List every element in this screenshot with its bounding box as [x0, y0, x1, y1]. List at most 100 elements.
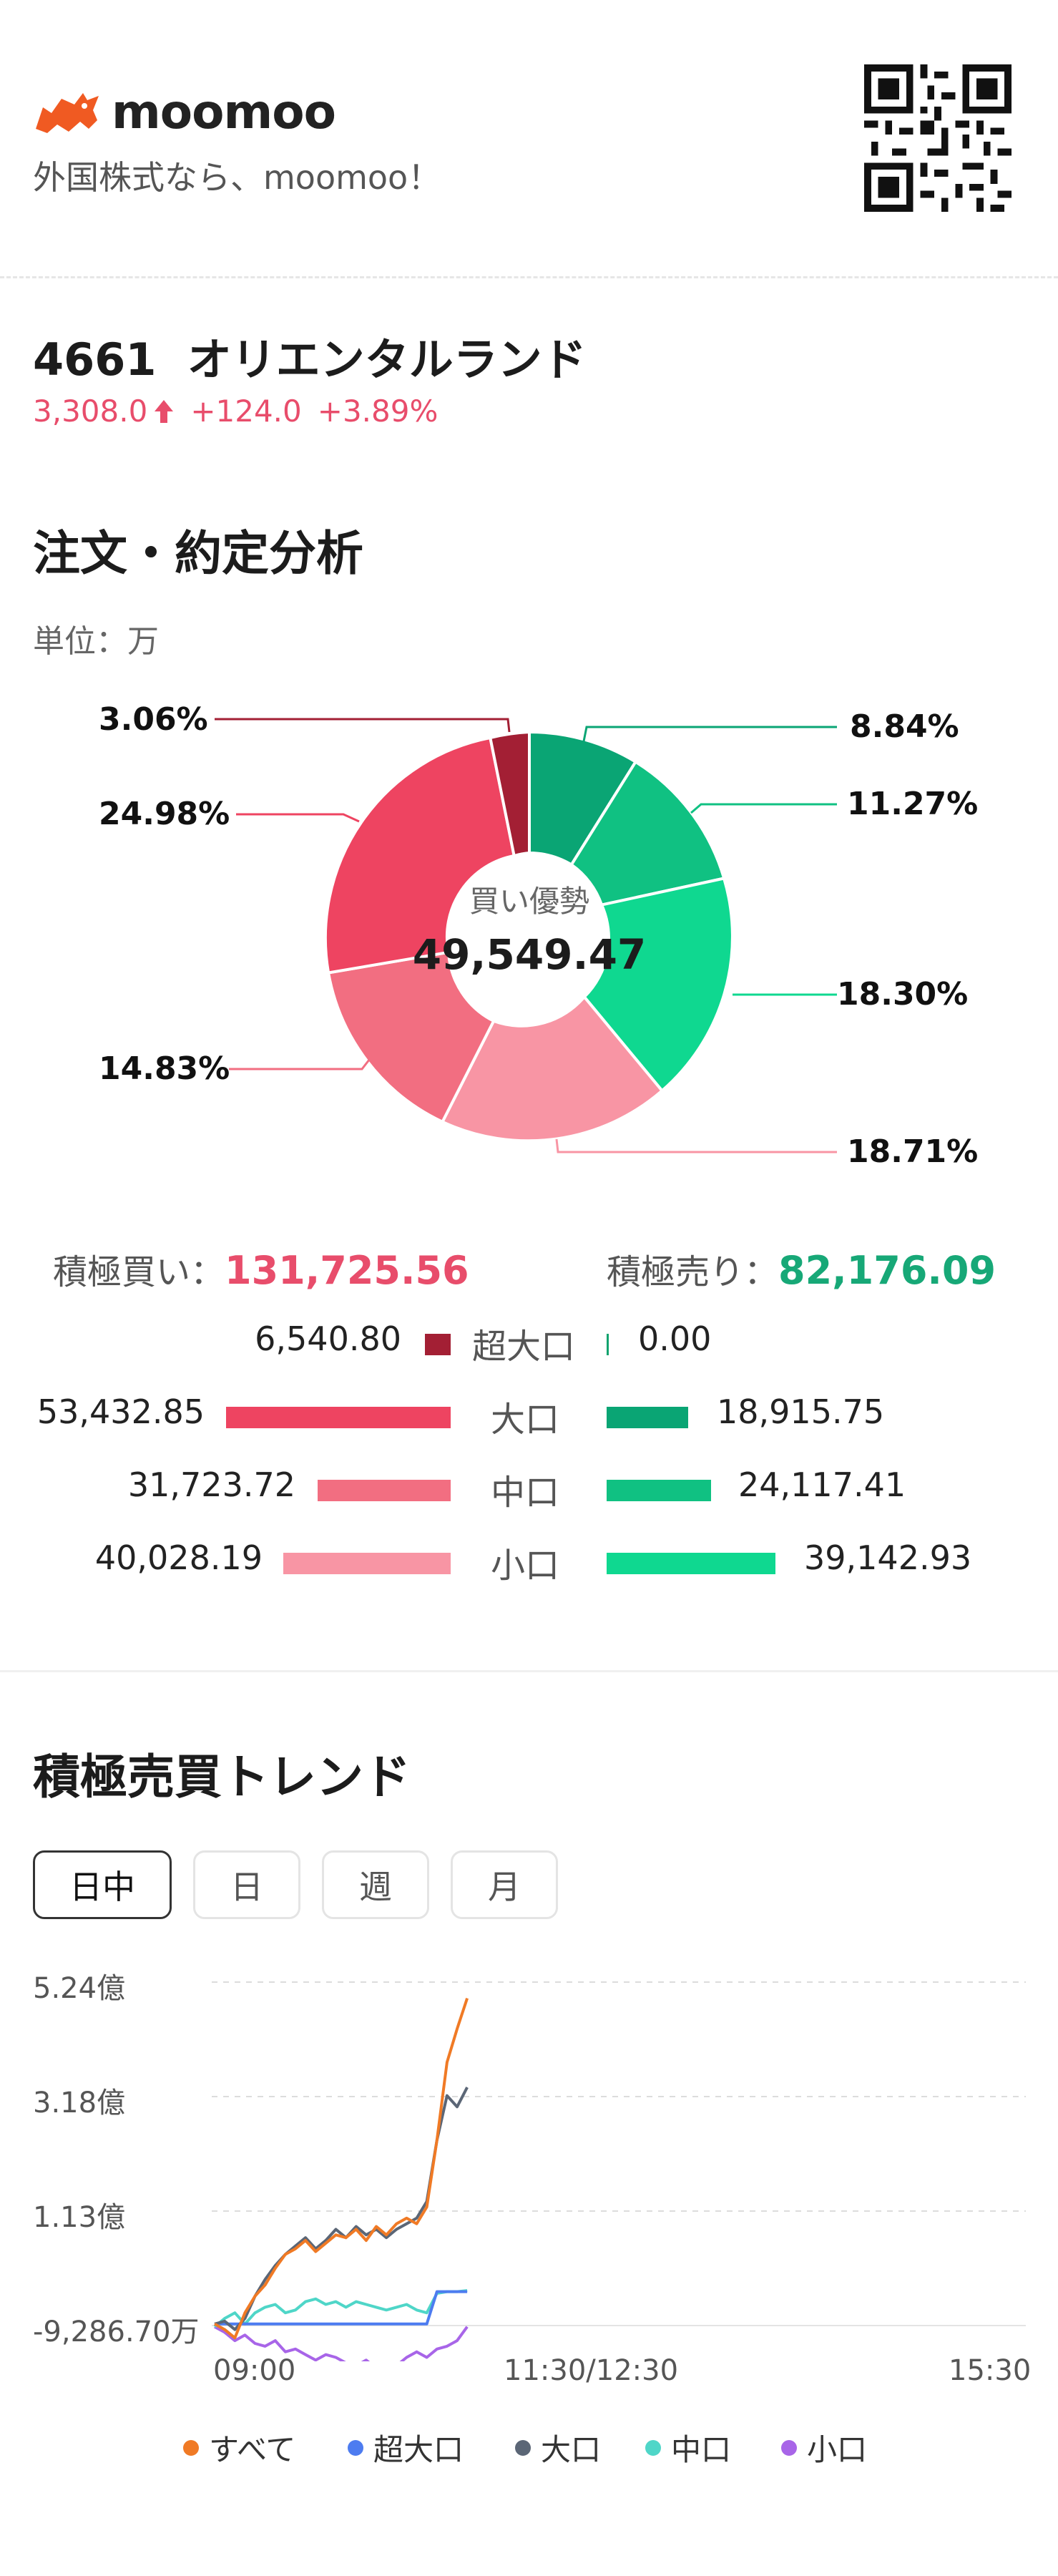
- buy-value: 53,432.85: [36, 1392, 205, 1431]
- tab-day[interactable]: 日: [193, 1850, 300, 1919]
- buy-value: 40,028.19: [94, 1538, 263, 1577]
- stock-name: オリエンタルランド: [187, 333, 587, 386]
- trend-chart: [212, 1981, 1026, 2361]
- donut-label-sell-large: 8.84%: [850, 708, 959, 745]
- legend-dot: [348, 2439, 363, 2456]
- stock-change: +124.0: [190, 394, 302, 429]
- buy-value: 31,723.72: [127, 1465, 295, 1504]
- donut-label-buy-medium: 14.83%: [99, 1050, 230, 1087]
- category-label: 超大口: [472, 1327, 576, 1367]
- trend-title: 積極売買トレンド: [33, 1750, 411, 1805]
- sell-total-label: 積極売り：: [607, 1252, 779, 1292]
- sell-value: 0.00: [638, 1319, 712, 1358]
- buy-bar: [283, 1553, 451, 1574]
- donut-segment-sell-large: [528, 730, 638, 867]
- tab-week[interactable]: 週: [322, 1850, 429, 1919]
- legend-label: 大口: [541, 2432, 602, 2467]
- leader-line-sell-medium: [690, 803, 837, 814]
- sell-value: 24,117.41: [738, 1465, 906, 1504]
- bull-logo-icon: [36, 92, 99, 133]
- donut-chart: [215, 718, 837, 1153]
- stock-quote: 3,308.0 +124.0 +3.89%: [33, 394, 438, 429]
- x-tick-label: 15:30: [949, 2354, 1032, 2387]
- donut-label-buy-large: 24.98%: [99, 796, 230, 832]
- category-label: 小口: [491, 1546, 560, 1586]
- series-line-large: [214, 2087, 469, 2331]
- breakdown-row-medium: 31,723.72 中口 24,117.41: [0, 1460, 1058, 1517]
- leader-line-sell-large: [582, 726, 837, 742]
- sell-total-value: 82,176.09: [778, 1248, 996, 1293]
- legend-label: 超大口: [373, 2432, 464, 2467]
- donut-segment-buy-medium: [326, 950, 496, 1124]
- breakdown-row-small: 40,028.19 小口 39,142.93: [0, 1533, 1058, 1590]
- section-divider: [0, 1670, 1058, 1672]
- donut-label-buy-small: 18.71%: [847, 1133, 979, 1170]
- leader-line-buy-medium: [229, 1055, 373, 1070]
- leader-line-buy-small: [555, 1138, 837, 1153]
- y-tick-label: 3.18億: [33, 2087, 126, 2119]
- sell-bar: [607, 1407, 688, 1428]
- legend-item-all: すべて: [183, 2426, 295, 2469]
- sell-bar: [607, 1480, 711, 1501]
- buy-bar: [226, 1407, 451, 1428]
- donut-label-buy-super: 3.06%: [99, 701, 208, 738]
- donut-center-label: 買い優勢: [469, 884, 589, 919]
- x-tick-label: 11:30/12:30: [504, 2354, 679, 2387]
- legend-dot: [183, 2439, 199, 2456]
- buy-value: 6,540.80: [255, 1319, 401, 1358]
- tab-month[interactable]: 月: [451, 1850, 558, 1919]
- series-line-all: [214, 1997, 469, 2340]
- legend-label: 小口: [807, 2432, 868, 2467]
- series-line-medium: [213, 2289, 468, 2328]
- sell-value: 39,142.93: [804, 1538, 972, 1577]
- buy-bar: [425, 1334, 451, 1355]
- donut-segment-sell-medium: [569, 759, 726, 907]
- brand-logo: moomoo: [33, 84, 336, 140]
- buy-total-label: 積極買い：: [53, 1252, 225, 1292]
- stock-price: 3,308.0: [33, 394, 148, 429]
- donut-segment-buy-super: [488, 730, 531, 858]
- up-arrow-icon: [155, 399, 174, 423]
- analysis-title: 注文・約定分析: [33, 526, 363, 581]
- tagline: 外国株式なら、moomoo！: [33, 158, 441, 197]
- donut-label-sell-small: 18.30%: [837, 976, 969, 1013]
- series-line-small: [214, 2325, 469, 2361]
- donut-center-value: 49,549.47: [412, 930, 647, 979]
- legend-label: 中口: [671, 2432, 732, 2467]
- legend-dot: [645, 2439, 661, 2456]
- legend-dot: [781, 2439, 797, 2456]
- x-tick-label: 09:00: [213, 2354, 296, 2387]
- sell-value: 18,915.75: [717, 1392, 885, 1431]
- breakdown-row-large: 53,432.85 大口 18,915.75: [0, 1387, 1058, 1444]
- stock-change-pct: +3.89%: [317, 394, 439, 429]
- leader-line-buy-large: [236, 813, 360, 823]
- brand-name: moomoo: [112, 84, 336, 140]
- legend-item-medium: 中口: [645, 2426, 731, 2469]
- unit-label: 単位：万: [33, 623, 159, 660]
- donut-segment-buy-large: [323, 736, 516, 975]
- legend-item-super: 超大口: [348, 2426, 464, 2469]
- stock-title: 4661 オリエンタルランド: [33, 323, 587, 388]
- sell-bar: [607, 1334, 609, 1355]
- buy-total: 積極買い： 131,725.56: [53, 1244, 469, 1294]
- sell-bar: [607, 1553, 775, 1574]
- sell-total: 積極売り： 82,176.09: [607, 1244, 996, 1294]
- legend-label: すべて: [209, 2432, 296, 2467]
- donut-segment-buy-small: [440, 995, 665, 1143]
- tab-intraday[interactable]: 日中: [33, 1850, 172, 1919]
- legend-dot: [515, 2439, 531, 2456]
- y-tick-label: -9,286.70万: [33, 2316, 200, 2348]
- buy-total-value: 131,725.56: [225, 1248, 469, 1293]
- category-label: 大口: [491, 1400, 560, 1440]
- series-line-super-large: [215, 2290, 468, 2326]
- legend-item-small: 小口: [781, 2426, 867, 2469]
- donut-label-sell-medium: 11.27%: [847, 786, 979, 822]
- y-tick-label: 1.13億: [33, 2201, 126, 2234]
- breakdown-row-super: 6,540.80 超大口 0.00: [0, 1314, 1058, 1371]
- qr-code-icon[interactable]: [864, 64, 1012, 212]
- category-label: 中口: [491, 1473, 560, 1513]
- donut-segment-sell-small: [582, 877, 734, 1093]
- y-tick-label: 5.24億: [33, 1972, 126, 2005]
- legend-item-large: 大口: [515, 2426, 601, 2469]
- leader-line-buy-super: [215, 718, 511, 733]
